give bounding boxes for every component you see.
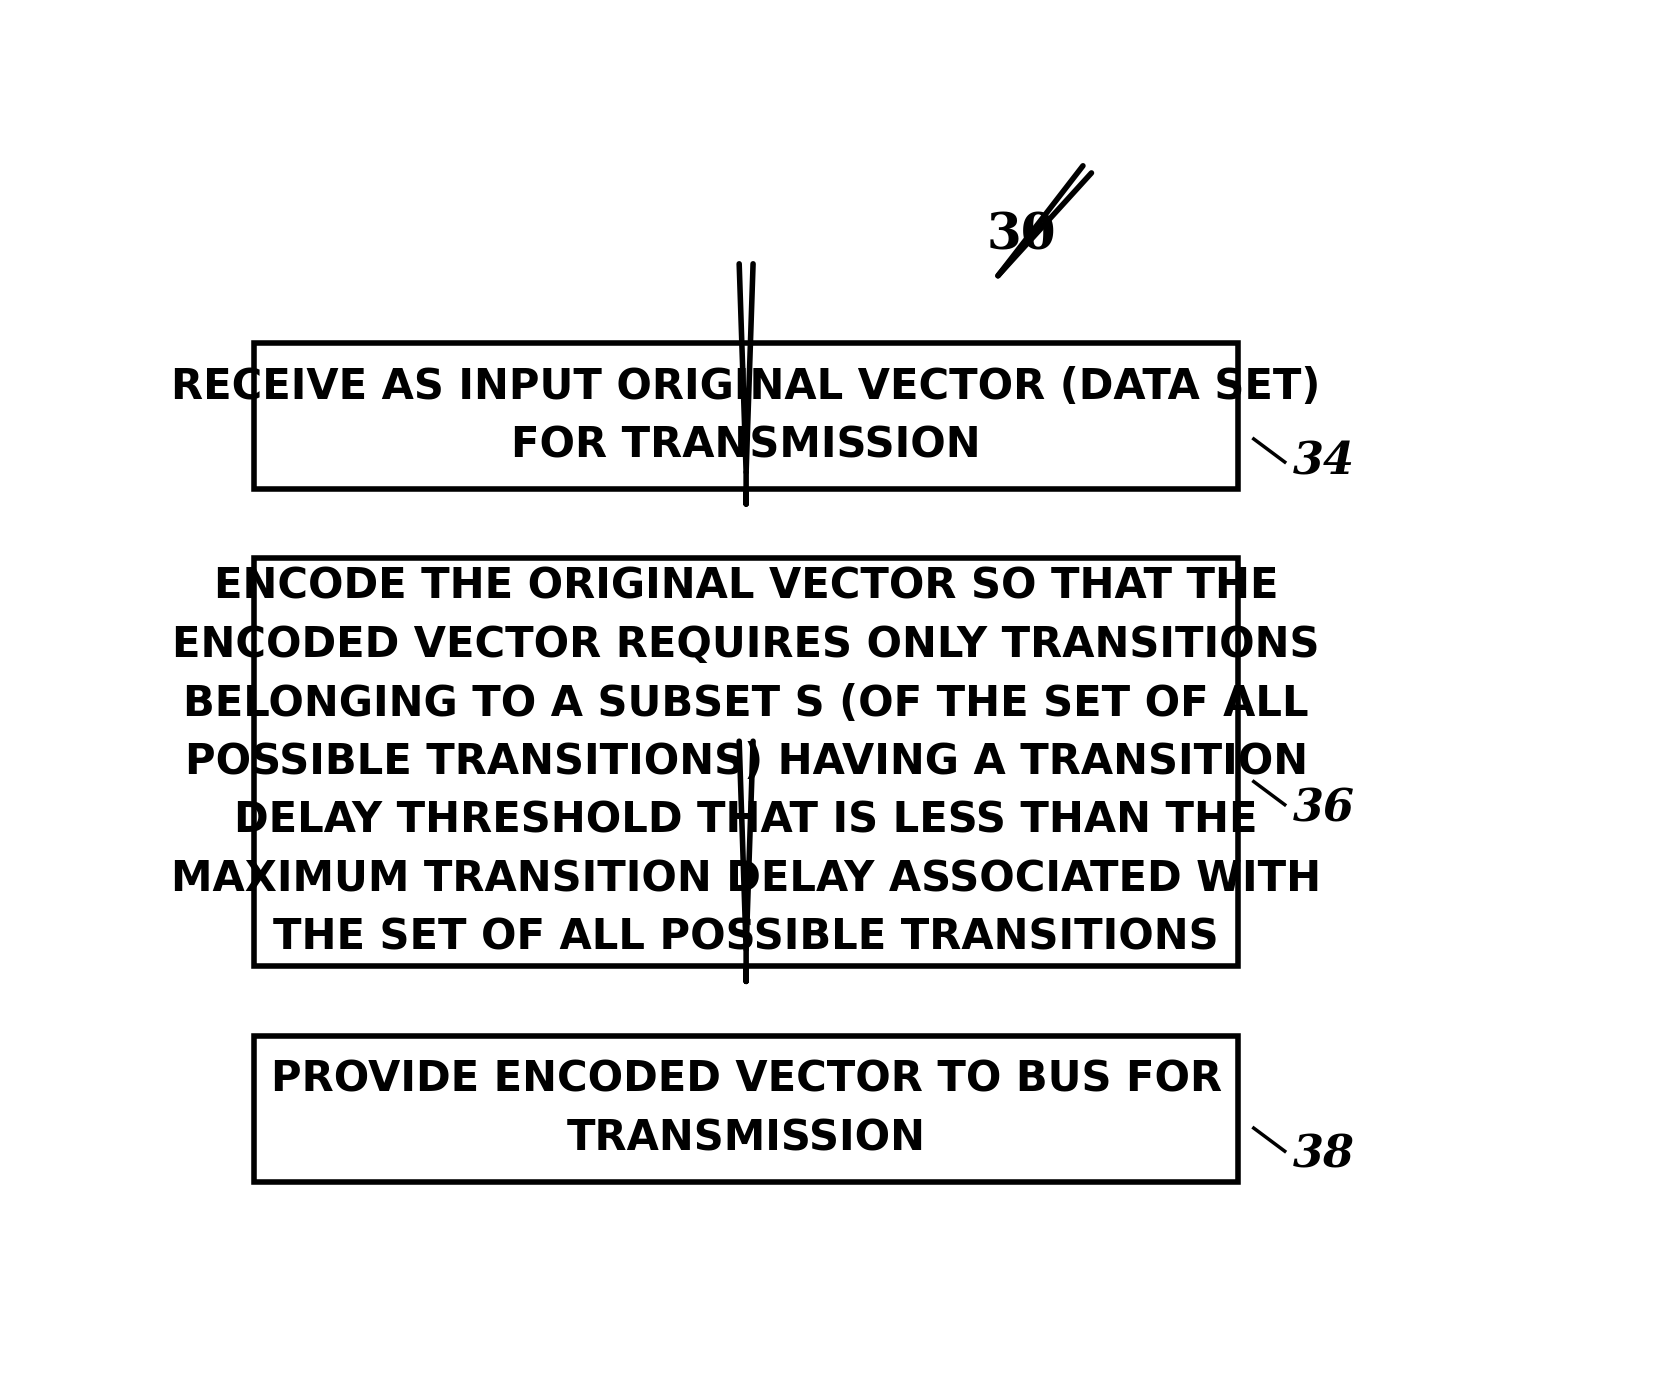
Text: 30: 30 xyxy=(986,211,1056,261)
Text: RECEIVE AS INPUT ORIGINAL VECTOR (DATA SET)
FOR TRANSMISSION: RECEIVE AS INPUT ORIGINAL VECTOR (DATA S… xyxy=(171,366,1321,466)
Bar xyxy=(254,559,1238,966)
Text: PROVIDE ENCODED VECTOR TO BUS FOR
TRANSMISSION: PROVIDE ENCODED VECTOR TO BUS FOR TRANSM… xyxy=(271,1058,1222,1159)
Text: 34: 34 xyxy=(1293,440,1355,483)
Bar xyxy=(254,342,1238,489)
Text: ENCODE THE ORIGINAL VECTOR SO THAT THE
ENCODED VECTOR REQUIRES ONLY TRANSITIONS
: ENCODE THE ORIGINAL VECTOR SO THAT THE E… xyxy=(171,566,1321,959)
Bar xyxy=(254,1036,1238,1183)
Text: 36: 36 xyxy=(1293,787,1355,829)
Text: 38: 38 xyxy=(1293,1133,1355,1177)
